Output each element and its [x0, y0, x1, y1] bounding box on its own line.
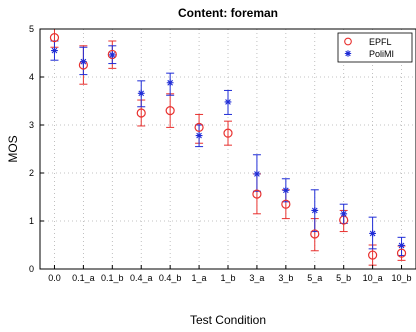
x-tick-labels: 0.0 0.1_a 0.1_b 0.4_a 0.4_b 1_a 1_b 3_a 3_b 5_a 5_…	[48, 265, 412, 283]
data-point-polimi	[369, 230, 377, 237]
x-tick-label: 3_b	[278, 273, 293, 283]
data-point-polimi	[79, 58, 87, 66]
x-tick-label: 1_a	[192, 273, 207, 283]
data-point-polimi	[137, 89, 145, 97]
x-tick-label: 5_a	[307, 273, 322, 283]
data-point-polimi	[398, 242, 405, 249]
data-point-epfl	[396, 248, 407, 258]
data-point-epfl	[107, 49, 117, 60]
data-point-polimi	[253, 170, 261, 178]
data-point-polimi	[311, 207, 319, 214]
x-tick-label: 0.1_b	[101, 273, 124, 283]
x-tick-label: 0.4_b	[159, 273, 182, 283]
legend: EPFL PoliMI	[337, 32, 413, 63]
error-bars	[50, 28, 406, 266]
y-tick-label: 1	[29, 216, 34, 226]
data-point-polimi	[224, 98, 232, 106]
x-tick-label: 3_a	[249, 273, 264, 283]
chart-title: Content: foreman	[178, 6, 278, 20]
legend-box	[337, 32, 413, 63]
data-point-polimi	[166, 79, 174, 87]
data-point-epfl	[165, 105, 175, 116]
y-tick-label: 3	[29, 120, 34, 130]
data-point-polimi	[51, 47, 58, 54]
data-point-epfl	[223, 128, 233, 138]
x-tick-label: 1_b	[220, 273, 235, 283]
y-tick-label: 5	[29, 24, 34, 34]
legend-label-epfl: EPFL	[369, 37, 392, 47]
grid-lines	[40, 29, 416, 269]
legend-marker-polimi	[344, 50, 352, 57]
data-markers	[49, 33, 407, 260]
y-tick-label: 2	[29, 168, 34, 178]
x-tick-label: 0.4_a	[130, 273, 153, 283]
legend-label-polimi: PoliMI	[369, 49, 394, 59]
data-point-polimi	[282, 186, 290, 194]
data-point-epfl	[49, 33, 60, 43]
legend-star-shape	[344, 50, 352, 57]
x-tick-label: 0.0	[48, 273, 61, 283]
x-tick-label: 10_b	[392, 273, 412, 283]
data-point-epfl	[281, 199, 291, 209]
y-tick-labels: 0 1 2 3 4 5	[29, 24, 44, 274]
x-tick-label: 5_b	[336, 273, 351, 283]
data-point-epfl	[194, 122, 204, 133]
x-axis-label: Test Condition	[190, 313, 266, 327]
y-axis-label: MOS	[6, 135, 20, 162]
x-tick-label: 10_a	[363, 273, 383, 283]
y-tick-label: 4	[29, 72, 34, 82]
y-tick-label: 0	[29, 264, 34, 274]
legend-marker-epfl	[344, 37, 352, 46]
data-point-polimi	[195, 132, 203, 139]
data-point-polimi	[108, 51, 116, 59]
data-point-epfl	[136, 108, 146, 118]
data-point-polimi	[340, 210, 348, 218]
data-point-epfl	[310, 229, 320, 239]
x-tick-label: 0.1_a	[72, 273, 95, 283]
data-point-epfl	[252, 189, 262, 199]
data-point-epfl	[368, 250, 378, 260]
